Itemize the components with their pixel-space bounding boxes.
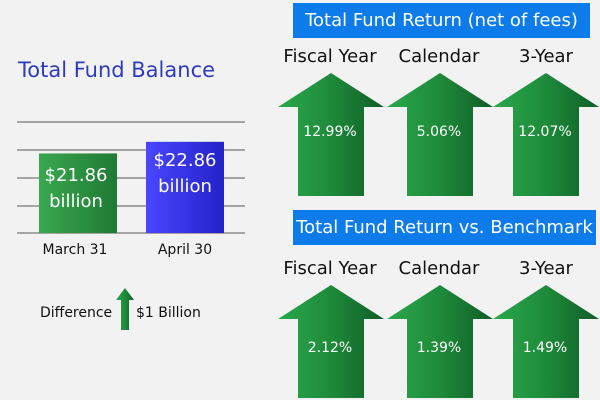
x-tick-march: March 31 [42,242,108,258]
difference-value: $1 Billion [136,305,201,321]
benchmark-label-calendar: Calendar [398,258,480,279]
return-arrow-fiscal-year-up-arrow-icon [278,73,384,196]
benchmark-label-3-year: 3-Year [519,258,573,279]
return-value-calendar: 5.06% [416,124,462,140]
return-value-fiscal-year: 12.99% [303,124,357,140]
return-banner: Total Fund Return (net of fees) [293,3,590,38]
balance-bar-april [146,141,224,233]
x-tick-april: April 30 [157,242,213,258]
benchmark-arrow-fiscal-year-up-arrow-icon [278,285,384,398]
benchmark-arrow-3-year-up-arrow-icon [493,285,599,398]
up-arrow-icon [116,288,134,330]
return-label-calendar: Calendar [398,46,480,67]
return-label-fiscal-year: Fiscal Year [283,46,377,67]
benchmark-value-fiscal-year: 2.12% [307,340,353,356]
benchmark-value-3-year: 1.49% [522,340,568,356]
difference-label: Difference [40,305,113,321]
balance-title: Total Fund Balance [18,58,216,82]
benchmark-label-fiscal-year: Fiscal Year [283,258,377,279]
bar-label-march: $21.86 billion [44,165,108,212]
return-arrow-3-year-up-arrow-icon [493,73,599,196]
bar-label-april: $22.86 billion [153,150,217,197]
balance-bar-march [39,153,117,233]
return-value-3-year: 12.07% [518,124,572,140]
return-arrow-calendar-up-arrow-icon [387,73,493,196]
benchmark-banner: Total Fund Return vs. Benchmark [293,210,596,245]
benchmark-arrow-calendar-up-arrow-icon [387,285,493,398]
return-label-3-year: 3-Year [519,46,573,67]
benchmark-value-calendar: 1.39% [416,340,462,356]
